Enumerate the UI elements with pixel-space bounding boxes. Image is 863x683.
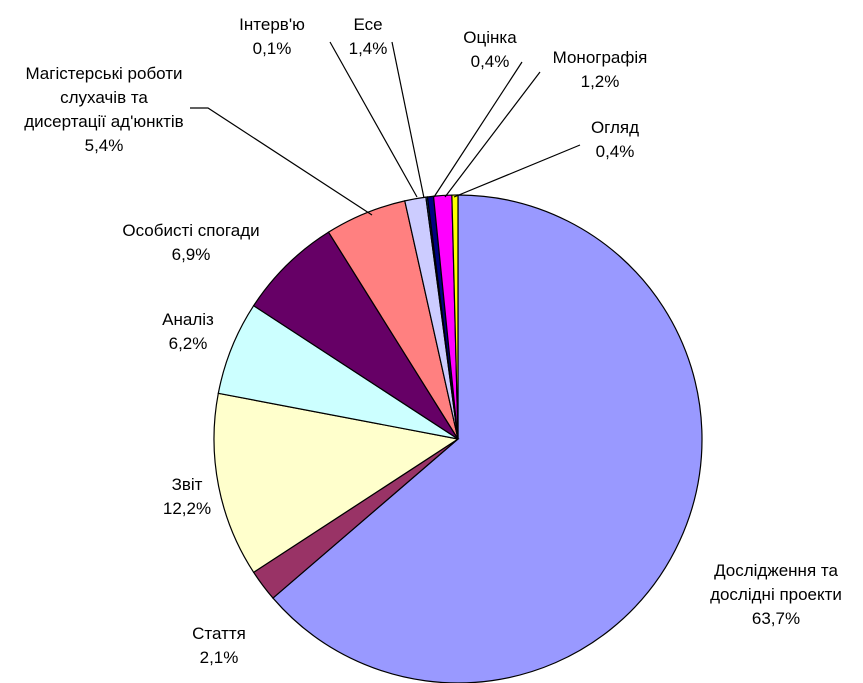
slice-value: 6,9% [171, 245, 211, 264]
slice-name: Есе [353, 15, 383, 34]
pie-slice [213, 392, 460, 574]
slice-label: Інтерв'ю 0,1% [227, 13, 317, 61]
slice-value: 63,7% [751, 609, 801, 628]
leader-line [190, 107, 373, 216]
slice-value: 5,4% [84, 136, 124, 155]
leader-line [444, 71, 541, 198]
slice-name: Особисті спогади [122, 221, 260, 240]
slice-label: Есе 1,4% [338, 13, 398, 61]
slice-label: Магістерські роботи слухачів та дисертац… [19, 62, 189, 158]
slice-name: Стаття [192, 624, 246, 643]
slice-label: Особисті спогади 6,9% [91, 219, 291, 267]
leader-line [433, 61, 523, 198]
slice-value: 1,4% [348, 39, 388, 58]
slice-value: 0,4% [470, 52, 510, 71]
slice-value: 0,4% [595, 142, 635, 161]
slice-label: Дослідження та дослідні проекти 63,7% [689, 559, 863, 631]
slice-label: Оцінка 0,4% [450, 26, 530, 74]
slice-value: 2,1% [199, 648, 239, 667]
slice-label: Аналіз 6,2% [148, 308, 228, 356]
leader-line [329, 41, 418, 198]
slice-name: Огляд [590, 118, 640, 137]
slice-value: 6,2% [168, 334, 208, 353]
pie-slice [252, 231, 459, 440]
slice-label: Монографія 1,2% [535, 46, 665, 94]
slice-name: Аналіз [162, 310, 214, 329]
slice-value: 0,1% [252, 39, 292, 58]
leader-line [453, 144, 581, 198]
slice-name: Дослідження та дослідні проекти [710, 561, 842, 604]
leader-line [391, 41, 425, 199]
slice-label: Звіт 12,2% [147, 473, 227, 521]
slice-name: Інтерв'ю [239, 15, 305, 34]
slice-name: Магістерські роботи слухачів та дисертац… [24, 64, 184, 131]
slice-label: Стаття 2,1% [159, 622, 279, 670]
slice-value: 1,2% [580, 72, 620, 91]
slice-name: Оцінка [463, 28, 517, 47]
slice-name: Монографія [552, 48, 648, 67]
slice-value: 12,2% [162, 499, 212, 518]
slice-name: Звіт [171, 475, 203, 494]
slice-label: Огляд 0,4% [575, 116, 655, 164]
pie-slice [272, 194, 703, 683]
